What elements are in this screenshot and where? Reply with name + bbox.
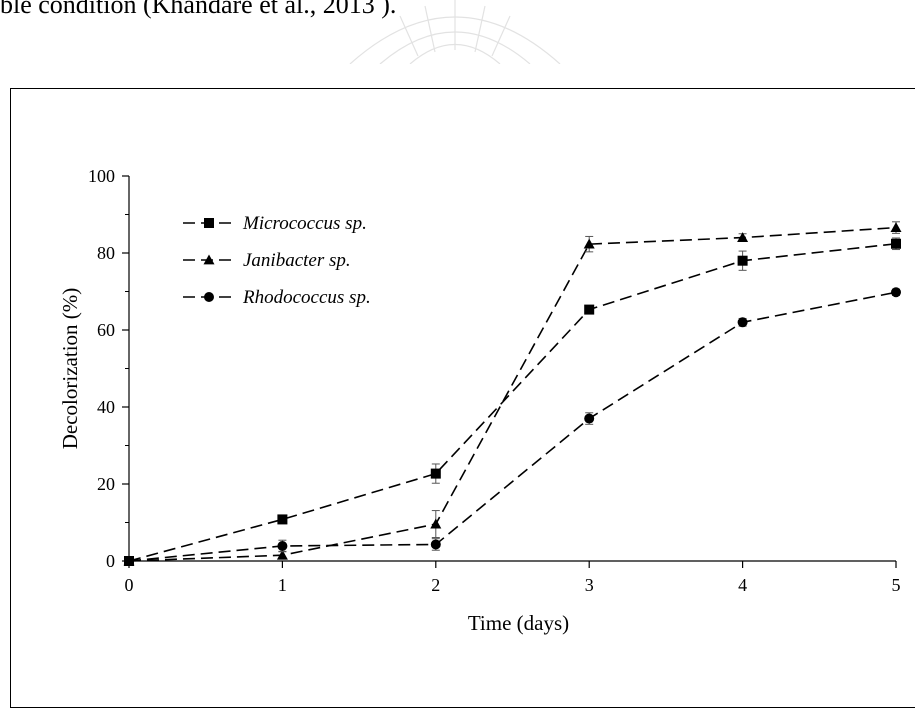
data-point [737,255,748,266]
x-tick-label: 4 [738,575,747,595]
legend-label: Janibacter sp. [243,250,351,271]
x-tick-label: 0 [125,575,134,595]
x-axis-label: Time (days) [468,611,569,635]
y-tick-label: 40 [97,397,115,417]
data-point [430,539,441,550]
data-point [276,549,288,560]
series-line [128,242,897,562]
series-line [128,226,897,562]
data-point [891,287,901,298]
x-tick-label: 3 [585,575,594,595]
y-tick-label: 80 [97,243,115,263]
series-line [128,291,897,562]
data-point [890,222,902,232]
legend-marker [204,218,214,228]
data-point [737,232,749,242]
legend-marker [203,254,215,265]
x-tick-label: 1 [278,575,287,595]
x-tick-label: 5 [892,575,901,595]
series-triangle [123,221,902,566]
data-point [583,238,595,249]
data-point [430,518,442,529]
y-tick-label: 0 [106,551,115,571]
y-tick-label: 100 [88,166,115,186]
x-tick-label: 2 [431,575,440,595]
legend-label: Rhodococcus sp. [242,287,371,308]
data-point [584,413,595,424]
data-point [277,514,288,525]
data-point [737,317,748,328]
caption-text: ble condition (Khandare et al., 2013 ). [0,0,397,19]
decolorization-line-chart: 0 20 40 60 80 100 0 1 2 3 4 5 Time (days) Decolorizat… [58,166,902,635]
series-square [124,237,901,566]
legend-marker [204,292,214,302]
y-tick-label: 20 [97,474,115,494]
y-tick-label: 60 [97,320,115,340]
legend-label: Micrococcus sp. [242,213,367,234]
y-axis-label: Decolorization (%) [58,288,82,450]
data-point [584,304,595,315]
data-point [124,556,134,566]
series-circle [124,287,901,566]
data-point [277,540,288,551]
university-seal-watermark [349,0,561,64]
data-point [891,238,901,249]
data-point [430,468,441,479]
